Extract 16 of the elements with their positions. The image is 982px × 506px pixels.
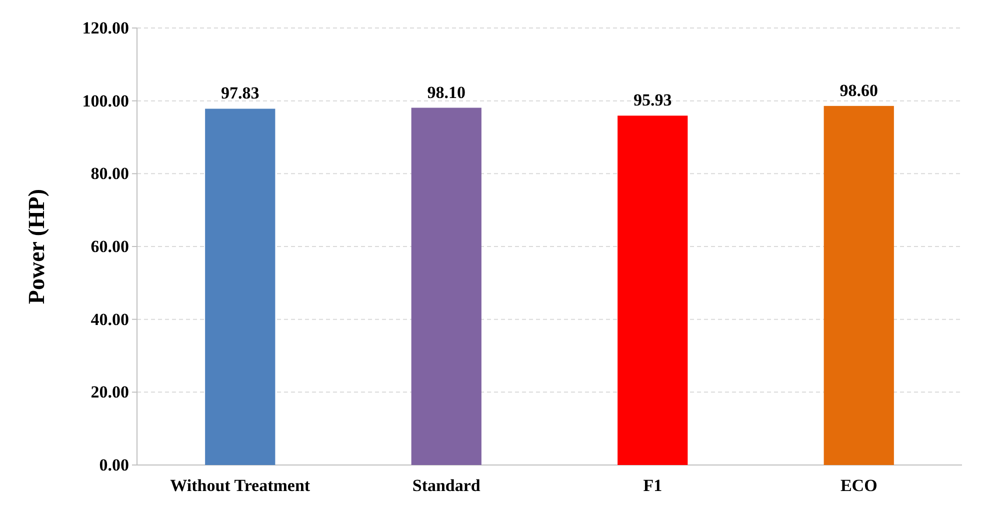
x-tick-label: F1 (643, 476, 662, 496)
y-tick-label: 60.00 (90, 236, 129, 256)
x-tick-label: ECO (840, 476, 878, 496)
y-tick-label: 20.00 (90, 382, 129, 402)
y-tick-label: 80.00 (90, 164, 129, 184)
y-axis-title: Power (HP) (24, 188, 49, 304)
y-tick-label: 40.00 (90, 310, 129, 329)
data-label: 95.93 (634, 90, 672, 110)
data-label: 97.83 (221, 84, 260, 103)
x-tick-label: Standard (412, 476, 481, 496)
data-label: 98.60 (840, 80, 878, 100)
y-tick-label: 0.00 (99, 455, 129, 474)
data-label: 98.10 (427, 82, 466, 102)
y-tick-label: 100.00 (82, 91, 129, 110)
x-tick-label: Without Treatment (170, 476, 310, 496)
y-tick-label: 120.00 (82, 18, 129, 38)
